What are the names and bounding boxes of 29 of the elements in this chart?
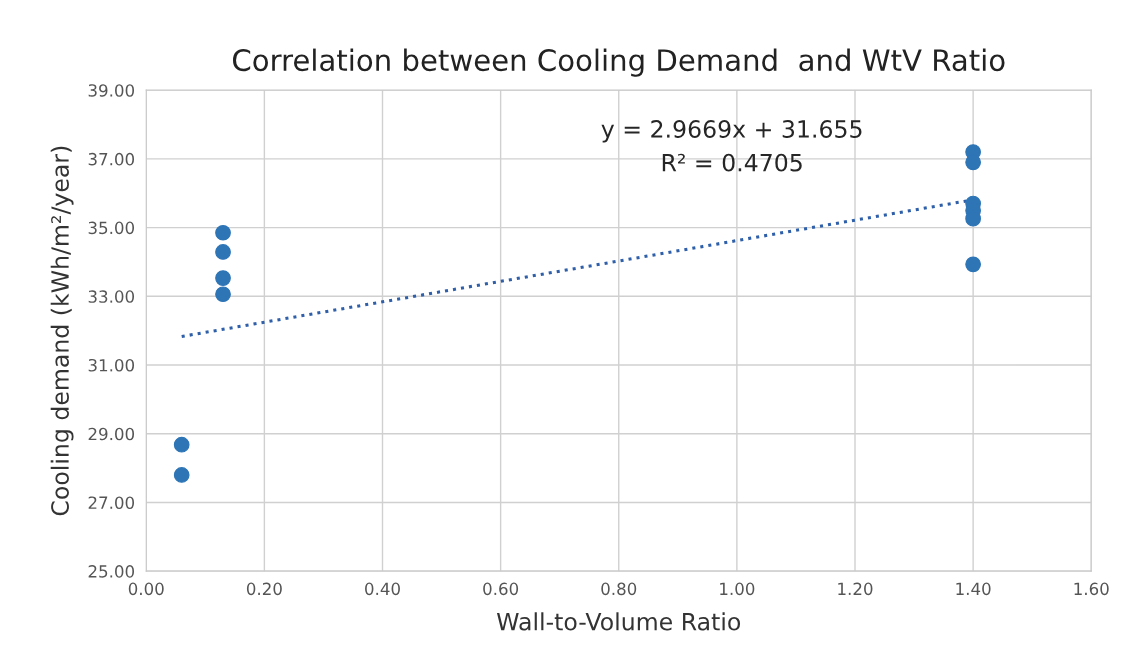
- y-tick-label: 31.00: [88, 358, 135, 372]
- x-tick-label: 1.40: [956, 582, 991, 596]
- annotation: R² = 0.4705: [662, 153, 802, 172]
- annotation: y = 2.9669x + 31.655: [601, 120, 862, 143]
- chart-title: Correlation between Cooling Demand and WtV Ratio: [233, 48, 1005, 77]
- y-tick-label: 29.00: [88, 427, 135, 441]
- point: [173, 436, 190, 453]
- x-tick-label: 1.00: [720, 582, 755, 596]
- y-tick-label: 25.00: [88, 565, 135, 578]
- y-tick-label: 35.00: [88, 221, 135, 235]
- y-tick-label: 39.00: [88, 84, 135, 97]
- y-axis-title: Cooling demand (kWh/m²/year): [50, 146, 74, 516]
- point: [215, 244, 231, 260]
- x-tick-label: 0.20: [246, 582, 282, 596]
- x-tick-label: 0.80: [601, 582, 637, 596]
- point: [215, 224, 231, 241]
- x-axis-title: Wall-to-Volume Ratio: [496, 612, 741, 631]
- point: [173, 467, 190, 483]
- x-tick-label: 0.40: [365, 582, 400, 596]
- x-tick-label: 1.60: [1074, 582, 1109, 596]
- y-tick-label: 37.00: [88, 152, 135, 166]
- point: [965, 256, 981, 273]
- x-tick-label: 0.60: [483, 582, 519, 596]
- y-tick-label: 33.00: [88, 290, 135, 303]
- x-tick-label: 1.20: [838, 582, 873, 596]
- point: [215, 270, 231, 286]
- y-tick-label: 27.00: [88, 496, 135, 509]
- x-tick-label: 0.00: [128, 582, 164, 596]
- point: [215, 286, 231, 303]
